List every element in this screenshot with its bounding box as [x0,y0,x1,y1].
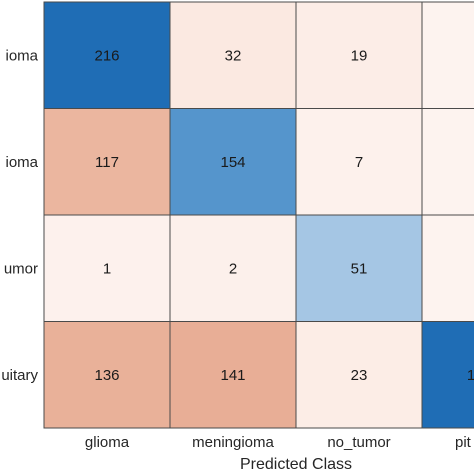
cell-value-label-3-1: 141 [220,367,245,384]
cell-value-label-1-1: 154 [220,154,245,171]
heatmap-cell-0-3 [421,1,474,109]
cell-value-label-0-0: 216 [94,47,119,64]
cell-value-label-2-1: 2 [229,260,237,277]
cell-value-label-1-2: 7 [355,154,363,171]
heatmap-cell-3-3 [421,321,474,429]
heatmap-cell-3-2 [295,321,423,429]
cell-value-label-2-0: 1 [103,260,111,277]
heatmap-cell-1-1 [169,108,297,216]
col-label-meningioma: meningioma [192,434,274,451]
cells-layer: 216 32 19 117 154 7 1 2 51 136 141 23 1 [43,1,474,429]
cell-value-label-2-2: 51 [351,260,368,277]
row-labels-layer: ioma ioma umor uitary [1,47,38,384]
row-label-pituitary: uitary [1,367,38,384]
heatmap-cell-0-0 [43,1,171,109]
heatmap-cell-1-2 [295,108,423,216]
col-label-pituitary: pit [455,434,472,451]
row-label-glioma: ioma [5,47,38,64]
heatmap-cell-0-2 [295,1,423,109]
cell-value-label-0-1: 32 [225,47,242,64]
col-label-no_tumor: no_tumor [327,434,390,451]
heatmap-cell-2-3 [421,214,474,322]
cell-value-label-0-2: 19 [351,47,368,64]
cell-value-label-1-0: 117 [95,154,119,171]
row-label-no_tumor: umor [4,260,38,277]
heatmap-cell-1-0 [43,108,171,216]
heatmap-cell-3-0 [43,321,171,429]
cell-value-label-3-2: 23 [351,367,368,384]
x-axis-title: Predicted Class [240,456,352,473]
col-labels-layer: glioma meningioma no_tumor pit [85,434,472,451]
heatmap-cell-1-3 [421,108,474,216]
row-label-meningioma: ioma [5,154,38,171]
cell-value-label-3-3: 1 [467,367,474,384]
col-label-glioma: glioma [85,434,130,451]
heatmap-cell-2-1 [169,214,297,322]
cell-value-label-3-0: 136 [94,367,119,384]
heatmap-cell-0-1 [169,1,297,109]
